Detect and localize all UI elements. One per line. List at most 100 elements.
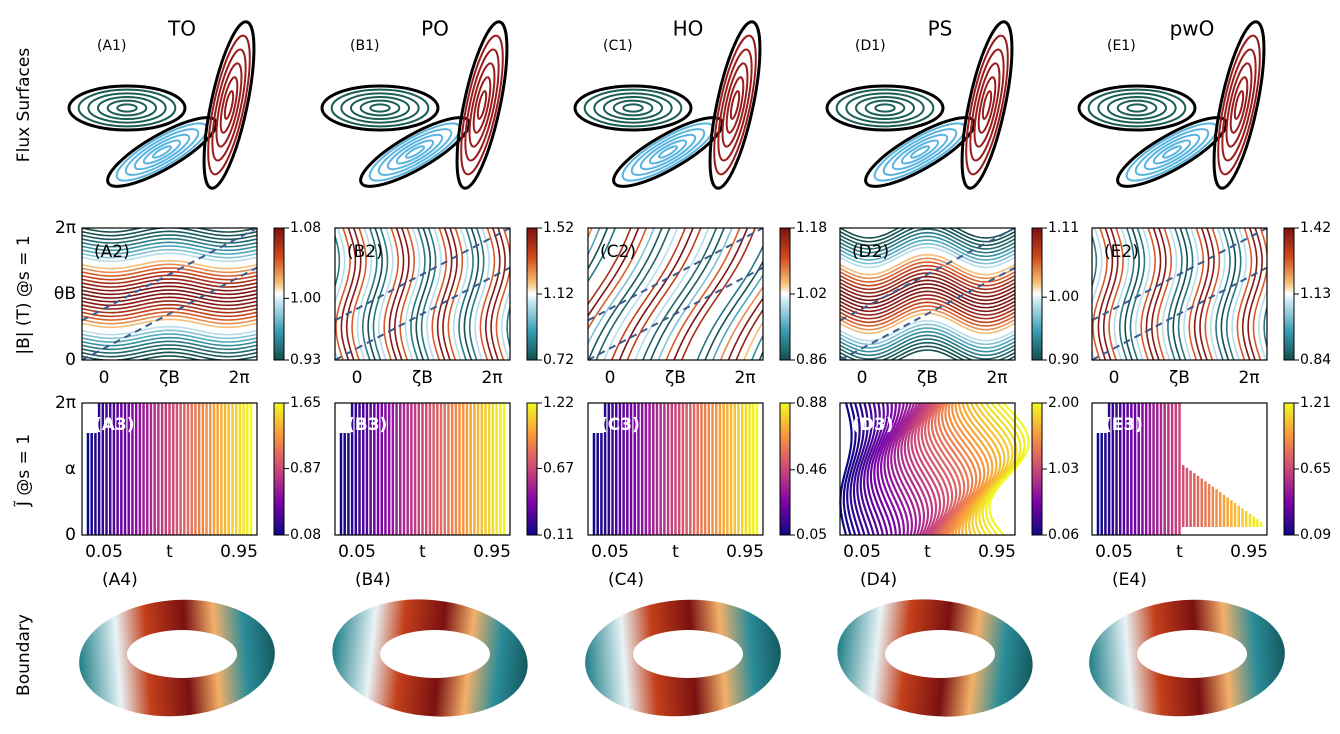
x-tick-label: 2π: [481, 368, 502, 388]
panel-label: (B3): [347, 415, 387, 435]
x-tick-label: ζB: [1169, 368, 1190, 388]
colorbar: [527, 403, 537, 535]
panel-label: (E4): [1112, 570, 1147, 590]
colorbar: [1032, 228, 1042, 360]
column-title: TO: [167, 17, 196, 41]
colorbar-tick-label: 1.18: [796, 220, 827, 236]
row-label: Flux Surfaces: [14, 48, 34, 163]
y-tick-label: θB: [54, 284, 76, 304]
colorbar-tick-label: 0.87: [290, 461, 321, 477]
panel-label: (A4): [102, 570, 138, 590]
boundary-hole: [1137, 630, 1247, 678]
colorbar: [1032, 403, 1042, 535]
colorbar: [1284, 228, 1294, 360]
x-tick-label: t: [166, 542, 173, 562]
flux-surface: [963, 47, 1010, 163]
panel-label: (A3): [94, 415, 135, 435]
x-tick-label: ζB: [159, 368, 180, 388]
colorbar: [780, 228, 790, 360]
flux-surface: [370, 104, 389, 111]
panel-label: (B2): [347, 242, 383, 262]
flux-surface: [866, 101, 905, 116]
flux-surface-outer: [194, 18, 265, 192]
x-tick-label: ζB: [412, 368, 433, 388]
flux-surface: [585, 90, 682, 127]
panel-label: (B4): [355, 570, 391, 590]
colorbar: [274, 228, 284, 360]
x-tick-label: ζB: [665, 368, 686, 388]
panel-label: (D3): [852, 415, 893, 435]
boundary-hole: [127, 630, 237, 678]
flux-surface: [1118, 101, 1157, 116]
colorbar-tick-label: 0.05: [796, 527, 827, 543]
x-tick-label: 0: [857, 368, 868, 388]
x-tick-label: 2π: [734, 368, 755, 388]
x-tick-label: 0: [352, 368, 363, 388]
panel-label: (D1): [855, 38, 886, 54]
flux-lobe: [322, 86, 438, 130]
panel-label: (C1): [603, 38, 633, 54]
contour-line: [320, 228, 334, 360]
colorbar: [527, 228, 537, 360]
x-tick-label: 0.95: [726, 542, 764, 562]
column-title: pwO: [1170, 17, 1215, 41]
flux-lobe: [447, 18, 518, 192]
y-tick-label: 0: [65, 350, 76, 370]
panel-label: (E2): [1104, 242, 1139, 262]
flux-surface-outer: [952, 18, 1023, 192]
column-title: PO: [421, 17, 449, 41]
y-tick-label: α: [65, 459, 76, 479]
x-tick-label: t: [924, 542, 931, 562]
colorbar-tick-label: 1.13: [1300, 286, 1331, 302]
panel-label: (C2): [600, 242, 636, 262]
colorbar-tick-label: 1.65: [290, 395, 321, 411]
flux-surface: [706, 33, 765, 178]
colorbar-tick-label: 1.08: [290, 220, 321, 236]
colorbar-tick-label: 0.06: [1048, 527, 1079, 543]
x-tick-label: 0: [605, 368, 616, 388]
colorbar-tick-label: 0.11: [543, 527, 574, 543]
x-tick-label: 0.05: [1095, 542, 1133, 562]
flux-surface: [1210, 33, 1269, 178]
flux-surface: [205, 47, 252, 163]
panel-label: (C3): [600, 415, 640, 435]
x-tick-label: ζB: [917, 368, 938, 388]
flux-surface: [361, 101, 400, 116]
boundary-hole: [380, 630, 490, 678]
y-tick-label: 2π: [55, 218, 76, 238]
x-tick-label: 0.95: [220, 542, 258, 562]
colorbar-tick-label: 0.93: [290, 352, 321, 368]
x-tick-label: 2π: [228, 368, 249, 388]
flux-surface: [332, 90, 429, 127]
x-tick-label: 0: [99, 368, 110, 388]
x-tick-label: t: [1176, 542, 1183, 562]
flux-surface: [623, 104, 642, 111]
x-tick-label: 0.05: [85, 542, 123, 562]
row-label: J̃ @s = 1: [13, 434, 34, 507]
panel-label: (A1): [97, 38, 126, 54]
colorbar-tick-label: 0.86: [796, 352, 827, 368]
figure: Flux Surfaces |B| (T) @s = 1 J̃ @s = 1 B…: [0, 0, 1340, 734]
contour-line: [976, 403, 1012, 535]
flux-surface: [117, 104, 136, 111]
colorbar-tick-label: 1.00: [1048, 289, 1079, 305]
x-tick-label: 2π: [1238, 368, 1259, 388]
colorbar-tick-label: 0.65: [1300, 461, 1331, 477]
panel-label: (D4): [860, 570, 897, 590]
x-tick-label: t: [419, 542, 426, 562]
flux-lobe: [575, 86, 691, 130]
colorbar-tick-label: 0.46: [796, 462, 827, 478]
flux-lobe: [69, 86, 185, 130]
row-label: |B| (T) @s = 1: [14, 235, 34, 354]
colorbar-tick-label: 1.52: [543, 220, 574, 236]
colorbar-tick-label: 0.08: [290, 527, 321, 543]
flux-surface: [1089, 90, 1186, 127]
colorbar-tick-label: 2.00: [1048, 395, 1079, 411]
flux-lobe: [1204, 18, 1275, 192]
colorbar-tick-label: 1.03: [1048, 461, 1079, 477]
y-tick-label: 0: [65, 525, 76, 545]
colorbar: [1284, 403, 1294, 535]
panel-label: (B1): [350, 38, 379, 54]
contour-plot: [840, 218, 1015, 370]
flux-lobe: [827, 86, 943, 130]
